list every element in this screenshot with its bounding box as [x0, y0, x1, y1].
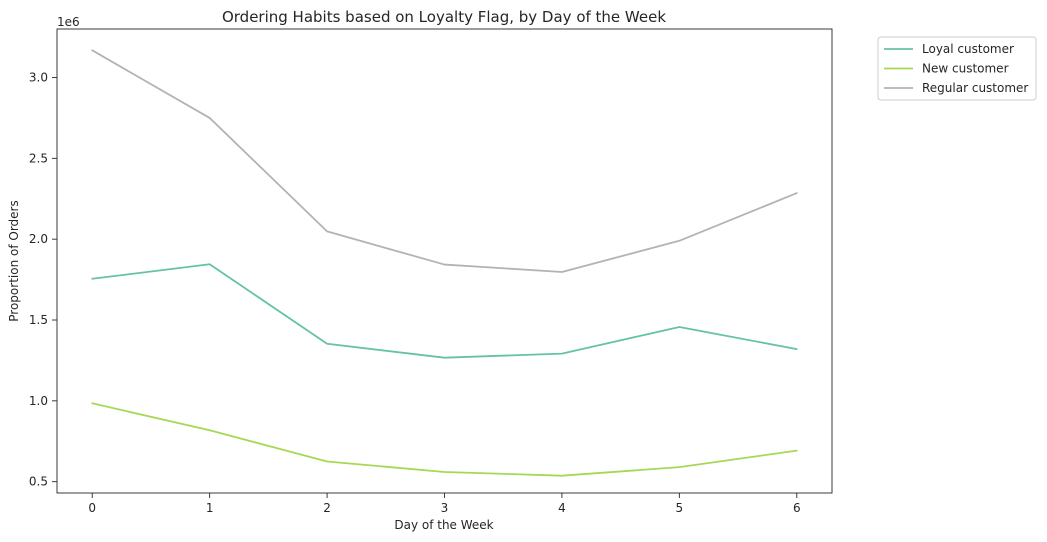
x-tick-label: 5 [676, 501, 684, 515]
x-axis-ticks: 0 1 2 3 4 5 6 [88, 493, 801, 515]
x-axis-label: Day of the Week [394, 518, 493, 532]
series-layer [91, 49, 798, 477]
y-tick-label: 0.5 [29, 475, 48, 489]
y-tick-label: 1.5 [29, 313, 48, 327]
plot-area-frame [56, 28, 833, 494]
chart-title: Ordering Habits based on Loyalty Flag, b… [222, 8, 666, 26]
x-tick-label: 2 [323, 501, 331, 515]
y-tick-label: 2.0 [29, 232, 48, 246]
legend: Loyal customer New customer Regular custom… [877, 36, 1037, 101]
x-tick-label: 4 [558, 501, 566, 515]
y-tick-label: 2.5 [29, 151, 48, 165]
y-axis-ticks: 0.5 1.0 1.5 2.0 2.5 3.0 [29, 71, 57, 489]
series-line-new-customer [91, 402, 798, 477]
x-tick-label: 0 [88, 501, 96, 515]
y-tick-label: 1.0 [29, 394, 48, 408]
legend-label-new-customer: New customer [922, 62, 1009, 76]
x-tick-label: 3 [441, 501, 449, 515]
x-tick-label: 1 [206, 501, 214, 515]
y-tick-label: 3.0 [29, 71, 48, 85]
legend-label-loyal-customer: Loyal customer [922, 42, 1014, 56]
series-line-regular-customer [91, 49, 798, 273]
x-tick-label: 6 [793, 501, 801, 515]
legend-frame [877, 36, 1037, 101]
series-line-loyal-customer [91, 263, 798, 359]
y-axis-label: Proportion of Orders [7, 200, 21, 321]
y-offset-label: 1e6 [57, 15, 80, 29]
legend-label-regular-customer: Regular customer [922, 81, 1028, 95]
